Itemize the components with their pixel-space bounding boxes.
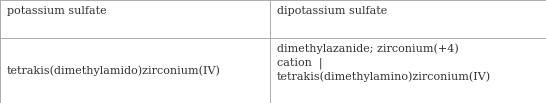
Text: dipotassium sulfate: dipotassium sulfate bbox=[276, 6, 387, 16]
Text: tetrakis(dimethylamido)zirconium(IV): tetrakis(dimethylamido)zirconium(IV) bbox=[7, 65, 221, 76]
Text: potassium sulfate: potassium sulfate bbox=[7, 6, 106, 16]
Text: dimethylazanide; zirconium(+4)
cation  |
tetrakis(dimethylamino)zirconium(IV): dimethylazanide; zirconium(+4) cation | … bbox=[276, 44, 491, 82]
